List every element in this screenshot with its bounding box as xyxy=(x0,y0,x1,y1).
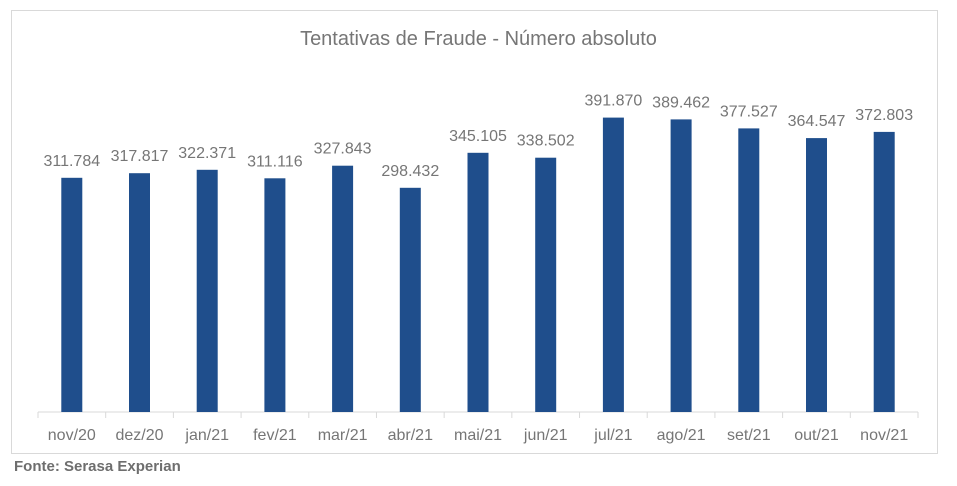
data-label: 317.817 xyxy=(111,148,169,165)
bar-set-21 xyxy=(738,128,760,412)
x-tick-label: out/21 xyxy=(794,427,839,444)
x-tick-label: abr/21 xyxy=(388,427,433,444)
data-label: 322.371 xyxy=(178,145,236,162)
data-label: 389.462 xyxy=(652,94,710,111)
bar-out-21 xyxy=(806,138,827,412)
x-tick-label: jun/21 xyxy=(523,427,568,444)
x-tick-label: jan/21 xyxy=(184,427,229,444)
x-tick-label: mar/21 xyxy=(318,427,368,444)
data-label: 372.803 xyxy=(855,107,913,124)
bar-abr-21 xyxy=(399,187,421,412)
x-tick-label: ago/21 xyxy=(657,427,706,444)
bar-mai-21 xyxy=(467,152,489,413)
x-tick-label: nov/20 xyxy=(48,427,96,444)
x-tick-label: jul/21 xyxy=(593,427,632,444)
bar-fev-21 xyxy=(264,178,286,412)
data-label: 327.843 xyxy=(314,141,372,158)
x-tick-label: fev/21 xyxy=(253,427,297,444)
data-label: 311.784 xyxy=(43,153,100,170)
bar-ago-21 xyxy=(670,119,692,413)
bar-jun-21 xyxy=(535,157,557,412)
x-tick-label: set/21 xyxy=(727,427,771,444)
source-note: Fonte: Serasa Experian xyxy=(14,458,181,475)
bar-nov-20 xyxy=(61,177,83,412)
data-label: 391.870 xyxy=(584,93,642,110)
bar-nov-21 xyxy=(873,131,895,412)
data-label: 311.116 xyxy=(247,153,303,170)
data-label: 345.105 xyxy=(449,128,507,145)
x-tick-label: mai/21 xyxy=(454,427,502,444)
chart-title: Tentativas de Fraude - Número absoluto xyxy=(300,28,657,50)
bar-jul-21 xyxy=(602,117,624,412)
data-label: 377.527 xyxy=(720,103,778,120)
bar-dez-20 xyxy=(129,173,150,412)
bar-mar-21 xyxy=(332,165,354,412)
data-label: 338.502 xyxy=(517,133,575,150)
bar-jan-21 xyxy=(196,169,218,412)
data-label: 364.547 xyxy=(788,113,846,130)
x-tick-label: nov/21 xyxy=(860,427,908,444)
x-tick-label: dez/20 xyxy=(115,427,163,444)
data-label: 298.432 xyxy=(381,163,439,180)
